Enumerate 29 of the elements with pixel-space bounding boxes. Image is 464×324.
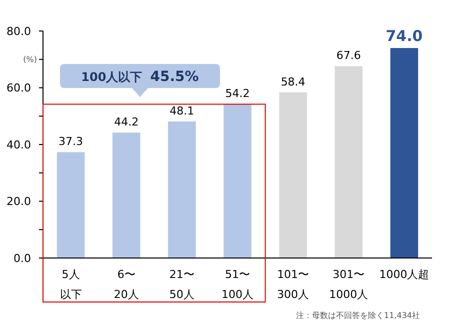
x-tick-label: 6〜20人 (114, 268, 139, 301)
bar (279, 92, 307, 258)
data-label: 48.1 (170, 104, 194, 118)
x-tick-label: 21〜50人 (169, 268, 194, 301)
text: 注：母数は不回答を除く11,434社 (296, 311, 420, 320)
y-axis-title: (%) (23, 55, 37, 64)
data-label: 37.3 (58, 135, 84, 148)
bar (56, 152, 85, 258)
x-tick-label: 5人以下 (60, 268, 82, 301)
data-label: 67.6 (336, 49, 361, 62)
data-label: 44.2 (114, 116, 139, 129)
y-tick-label: 40.0 (6, 138, 31, 152)
x-tick-label: 301〜1000人 (329, 268, 368, 301)
bar (224, 104, 252, 258)
y-tick-label: 80.0 (6, 24, 31, 38)
annotation: 100人以下 45.5% (81, 69, 199, 85)
bar (168, 122, 196, 258)
y-tick-label: 0.0 (14, 252, 31, 265)
data-label: 74.0 (386, 27, 423, 46)
bar (112, 132, 140, 258)
y-tick-label: 60.0 (6, 82, 31, 95)
x-tick-label: 51〜100人 (222, 268, 254, 301)
data-label: 58.4 (280, 75, 306, 88)
bar (334, 66, 363, 258)
x-tick-label: 101〜300人 (277, 268, 310, 301)
bar (390, 48, 418, 258)
x-tick-label: 1000人超 (379, 268, 430, 281)
data-label: 54.2 (225, 87, 250, 100)
y-tick-label: 20.0 (6, 195, 31, 208)
